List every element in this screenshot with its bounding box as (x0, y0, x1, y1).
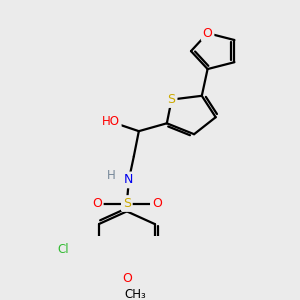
Text: S: S (168, 93, 176, 106)
Text: O: O (152, 197, 162, 210)
Text: O: O (122, 272, 132, 286)
Text: S: S (123, 197, 131, 210)
Text: HO: HO (102, 115, 120, 128)
Text: Cl: Cl (58, 243, 69, 256)
Text: CH₃: CH₃ (124, 288, 146, 300)
Text: O: O (92, 197, 102, 210)
Text: O: O (202, 27, 212, 40)
Text: H: H (106, 169, 115, 182)
Text: N: N (124, 173, 134, 186)
